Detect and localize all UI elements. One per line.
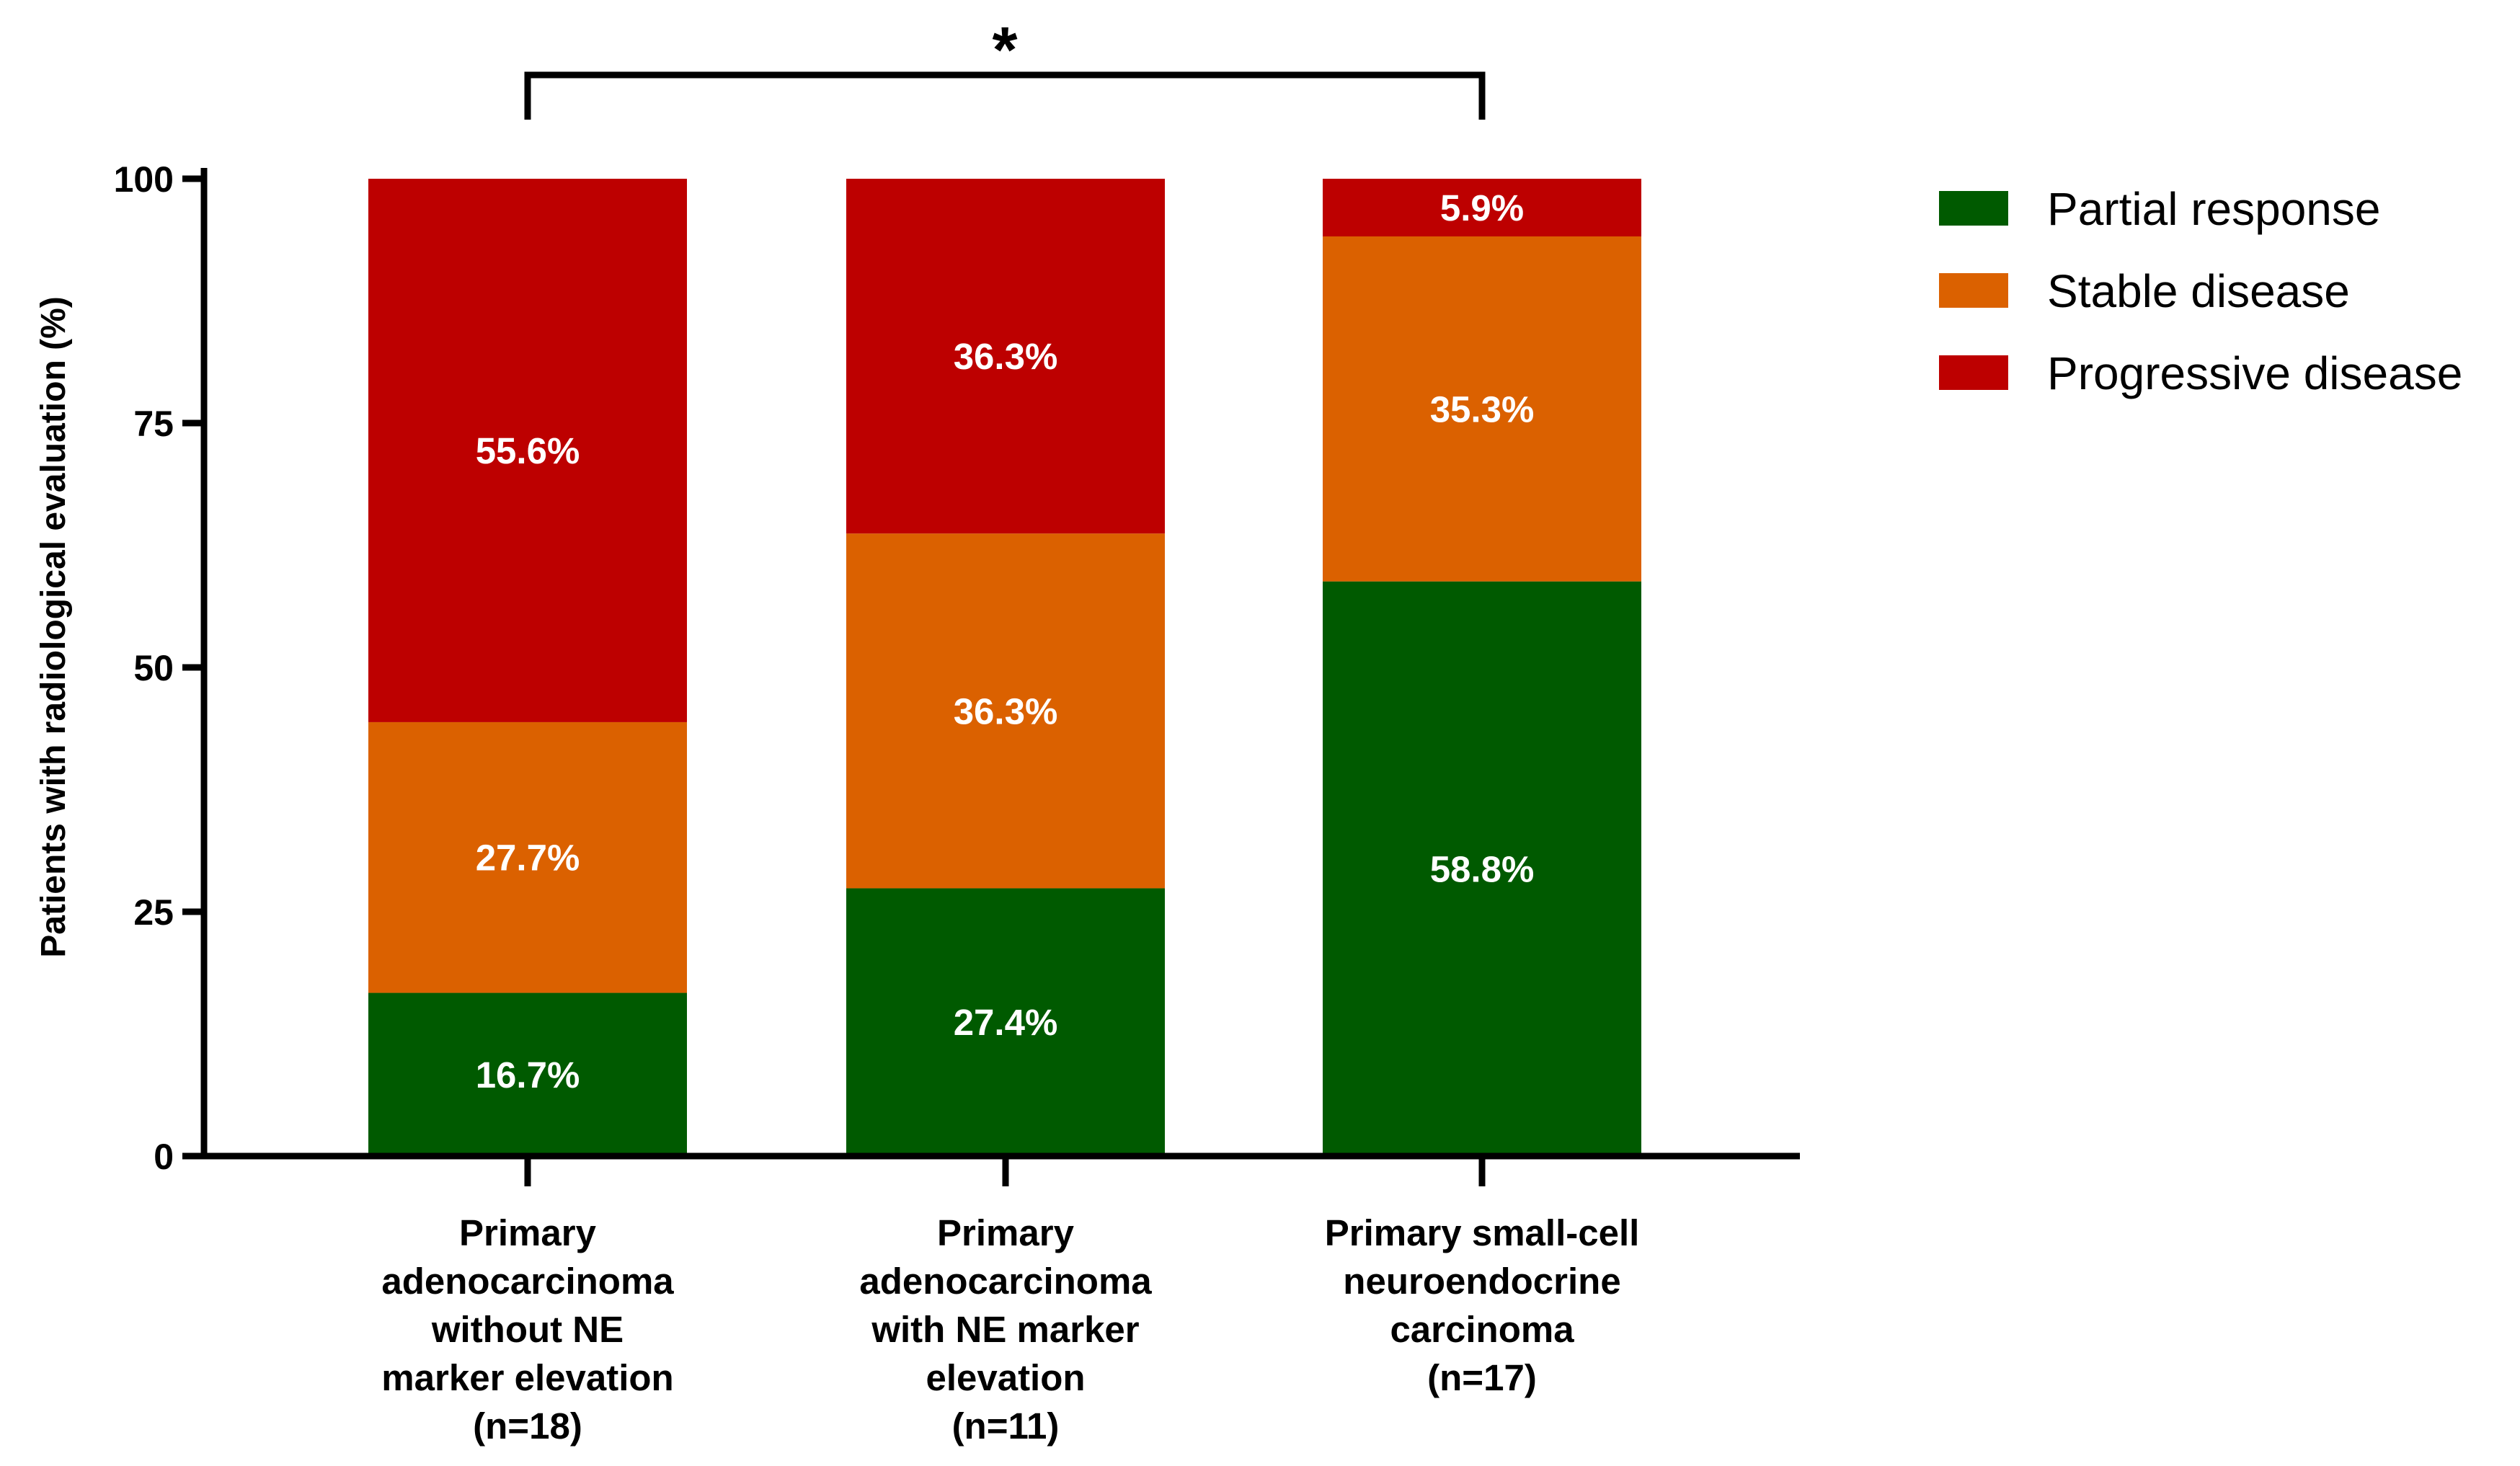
y-tick-label: 75: [133, 404, 174, 444]
legend: Partial response Stable disease Progressiv…: [1939, 183, 2462, 399]
data-label: 35.3%: [1430, 388, 1535, 430]
data-label: 27.7%: [476, 838, 580, 879]
legend-label: Partial response: [2047, 183, 2380, 235]
data-labels-layer: 16.7% 27.7% 55.6% 27.4% 36.3% 36.3% 58.8% 35.3%…: [476, 187, 1535, 1096]
data-label: 36.3%: [954, 336, 1058, 377]
significance-bracket-line: [524, 71, 1486, 120]
bar-segment: [846, 888, 1165, 1156]
y-tick-label: 100: [114, 159, 174, 200]
y-tick-label: 25: [133, 892, 174, 933]
legend-swatch: [1939, 355, 2008, 390]
significance-bracket: *: [524, 14, 1486, 120]
bar-segment: [368, 721, 687, 993]
y-axis-label: Patients with radiological evaluation (%…: [35, 296, 73, 957]
data-label: 27.4%: [954, 1002, 1058, 1043]
data-label: 55.6%: [476, 430, 580, 471]
y-ticks: 0 25 50 75 100: [114, 159, 204, 1177]
legend-label: Progressive disease: [2047, 347, 2462, 399]
significance-marker: *: [992, 14, 1017, 86]
bars-layer: [368, 179, 1641, 1156]
data-label: 36.3%: [954, 690, 1058, 732]
bar-segment: [1323, 236, 1641, 582]
legend-swatch: [1939, 191, 2008, 226]
bar-segment: [368, 179, 687, 722]
bar-segment: [846, 533, 1165, 889]
legend-swatch: [1939, 273, 2008, 308]
bar-segment: [368, 992, 687, 1156]
legend-label: Stable disease: [2047, 265, 2350, 317]
data-label: 16.7%: [476, 1054, 580, 1096]
x-tick-label: Primary adenocarcinoma without NE marker el…: [381, 1212, 674, 1447]
x-ticks: Primary adenocarcinoma without NE marker el…: [381, 1156, 1639, 1447]
bar-segment: [1323, 581, 1641, 1156]
x-tick-label: Primary small-cell neuroendocrine carcinom…: [1325, 1212, 1640, 1398]
bar-segment: [1323, 179, 1641, 237]
data-label: 5.9%: [1440, 187, 1524, 228]
data-label: 58.8%: [1430, 848, 1535, 889]
y-tick-label: 0: [154, 1137, 174, 1177]
x-tick-label: Primary adenocarcinoma with NE marker eleva…: [859, 1212, 1152, 1447]
axes: [200, 168, 1800, 1160]
bar-segment: [846, 179, 1165, 534]
y-tick-label: 50: [133, 648, 174, 688]
